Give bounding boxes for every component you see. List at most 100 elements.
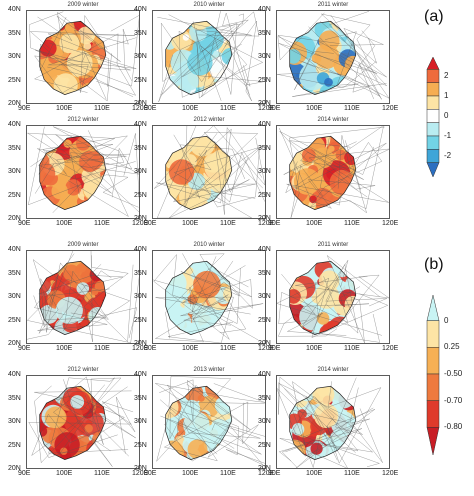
province-border [158, 22, 238, 103]
province-border [293, 140, 387, 214]
map-panel-b-1: 2009 winter [26, 242, 140, 344]
province-border [180, 268, 252, 316]
panel-title: 2011 winter [317, 2, 349, 8]
y-tick-label: 20N [134, 215, 147, 222]
region-boundary [165, 135, 233, 210]
y-tick-label: 40N [8, 246, 21, 253]
colorbar-a [426, 56, 440, 178]
panel-title: 2012 winter [67, 117, 99, 123]
y-tick-label: 40N [8, 371, 21, 378]
province-border [68, 130, 131, 218]
map-panel-a-1: 2009 winter [26, 2, 140, 104]
y-tick-label: 35N [134, 29, 147, 37]
section-label-b: (b) [424, 256, 444, 273]
province-border [294, 21, 387, 90]
map-panel-b-4: 2012 winter [26, 367, 140, 469]
y-tick-label: 40N [258, 246, 271, 253]
province-border [154, 125, 266, 189]
panel-title: 2012 winter [67, 367, 99, 373]
x-tick-label: 110E [220, 470, 236, 477]
map-canvas [276, 250, 390, 344]
province-border [284, 387, 359, 469]
map-canvas [152, 250, 266, 344]
x-tick-label: 90E [18, 220, 31, 227]
province-border [201, 10, 257, 102]
y-tick-label: 40N [134, 121, 147, 128]
province-border [34, 42, 137, 94]
y-tick-label: 40N [8, 121, 21, 128]
map-panel-a-2: 2010 winter [152, 2, 266, 104]
y-tick-label: 20N [8, 465, 21, 472]
province-border [157, 13, 252, 36]
x-tick-label: 90E [144, 345, 157, 352]
x-tick-label: 110E [220, 105, 236, 112]
colorbar-segment [426, 135, 440, 150]
province-border [278, 286, 361, 325]
y-tick-label: 30N [258, 53, 271, 60]
x-tick-label: 110E [344, 345, 360, 352]
province-border [173, 125, 256, 209]
panel-title: 2013 winter [193, 367, 225, 373]
province-border [159, 379, 251, 430]
province-border [308, 135, 390, 198]
y-tick-label: 25N [134, 316, 147, 324]
province-border [42, 135, 128, 213]
y-tick-label: 40N [258, 371, 271, 378]
y-tick-label: 35N [258, 269, 271, 277]
map-panel-a-6: 2014 winter [276, 117, 390, 219]
y-tick-label: 20N [258, 100, 271, 107]
x-tick-label: 120E [258, 345, 275, 352]
y-tick-label: 30N [134, 168, 147, 175]
colorbar-segment [426, 294, 440, 321]
y-tick-label: 30N [8, 53, 21, 60]
province-border [34, 33, 137, 96]
map-canvas [26, 125, 140, 219]
y-tick-label: 20N [258, 465, 271, 472]
y-tick-label: 25N [258, 316, 271, 324]
y-tick-label: 35N [258, 144, 271, 152]
x-tick-label: 120E [132, 345, 149, 352]
colorbar-b [426, 294, 440, 456]
colorbar-label: 0.25 [444, 342, 460, 352]
x-tick-label: 110E [220, 220, 236, 227]
colorbar-segment [426, 149, 440, 163]
province-border [160, 22, 240, 83]
colorbar-label: 1 [444, 91, 449, 100]
x-tick-label: 100E [56, 345, 73, 352]
province-border [32, 259, 134, 343]
y-tick-label: 20N [134, 100, 147, 107]
province-border [276, 387, 362, 462]
x-tick-label: 120E [132, 470, 149, 477]
x-tick-label: 90E [18, 470, 31, 477]
y-tick-label: 35N [134, 144, 147, 152]
colorbar-segment [426, 109, 440, 123]
map-canvas [152, 125, 266, 219]
region-boundary [289, 135, 357, 210]
x-tick-label: 90E [144, 105, 157, 112]
y-tick-label: 25N [8, 191, 21, 199]
province-border [55, 133, 140, 214]
province-border [214, 126, 263, 215]
map-canvas [26, 10, 140, 104]
x-tick-label: 120E [258, 105, 275, 112]
x-tick-label: 100E [56, 470, 73, 477]
panel-title: 2012 winter [193, 117, 225, 123]
province-border [31, 386, 128, 457]
province-border [33, 250, 74, 334]
x-tick-label: 110E [344, 105, 360, 112]
province-border [154, 260, 234, 343]
y-tick-label: 20N [8, 100, 21, 107]
map-canvas [26, 250, 140, 344]
province-border [48, 14, 137, 93]
y-tick-label: 25N [8, 76, 21, 84]
x-tick-label: 100E [306, 345, 323, 352]
y-tick-label: 25N [134, 441, 147, 449]
province-border [181, 268, 259, 341]
province-border [156, 375, 235, 462]
y-tick-label: 25N [258, 76, 271, 84]
x-tick-label: 100E [56, 220, 73, 227]
y-tick-label: 40N [134, 371, 147, 378]
province-border [197, 45, 265, 87]
y-tick-label: 30N [258, 293, 271, 300]
y-tick-label: 20N [258, 340, 271, 347]
